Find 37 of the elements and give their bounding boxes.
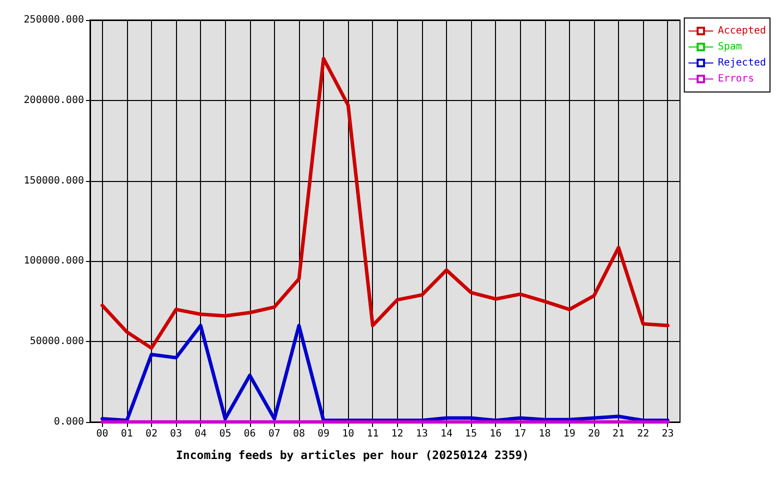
x-tick-label: 04 [194, 428, 207, 440]
y-tick-label: 250000.000 [24, 14, 84, 26]
x-tick-label: 13 [416, 428, 428, 440]
x-tick-label: 09 [318, 428, 330, 440]
line-series [100, 324, 670, 422]
x-tick-label: 22 [637, 428, 650, 440]
legend-label: Rejected [718, 58, 766, 68]
legend-label: Spam [718, 42, 742, 52]
y-tick-label: 100000.000 [24, 256, 84, 267]
legend-label: Errors [718, 74, 754, 84]
x-tick-label: 00 [96, 428, 108, 440]
x-tick-label: 19 [563, 428, 576, 440]
x-tick-label: 10 [342, 428, 354, 440]
y-tick-label: 50000.000 [30, 336, 84, 348]
x-tick-label: 06 [244, 428, 256, 440]
x-tick-label: 05 [219, 428, 232, 440]
x-tick-label: 01 [120, 428, 133, 440]
x-tick-label: 02 [145, 428, 158, 440]
x-tick-label: 07 [268, 428, 280, 440]
x-tick-label: 17 [514, 428, 526, 440]
x-tick-label: 16 [490, 428, 502, 440]
y-tick-label: 200000.000 [24, 94, 84, 106]
x-tick-label: 08 [292, 428, 305, 440]
x-tick-label: 14 [440, 428, 452, 440]
x-tick-label: 23 [662, 428, 674, 440]
x-tick-label: 15 [465, 428, 478, 440]
x-tick-label: 18 [538, 428, 551, 440]
x-tick-label: 20 [588, 428, 600, 440]
x-tick-label: 21 [612, 428, 625, 440]
y-tick-label: 150000.000 [24, 175, 84, 186]
x-axis-title: Incoming feeds by articles per hour (20250124 2359) [176, 448, 530, 462]
legend-label: Accepted [718, 26, 766, 36]
x-tick-label: 11 [366, 428, 379, 440]
x-tick-label: 03 [170, 428, 182, 440]
y-tick-label: 0.000 [54, 416, 84, 428]
line-series [100, 56, 670, 350]
x-tick-label: 12 [391, 428, 404, 440]
